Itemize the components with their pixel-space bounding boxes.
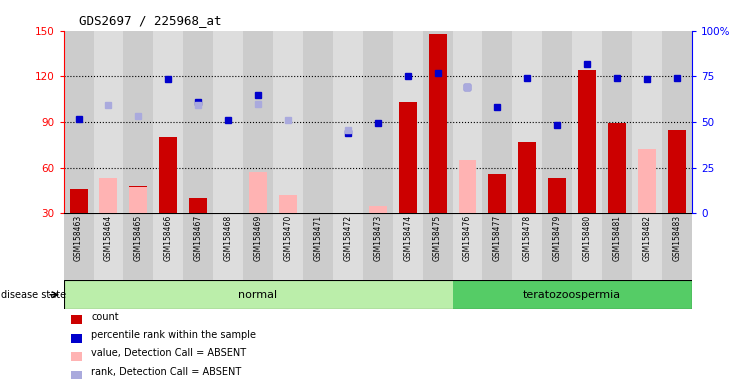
- Text: disease state: disease state: [1, 290, 67, 300]
- Bar: [333, 31, 363, 213]
- Bar: [303, 213, 333, 280]
- Text: GSM158466: GSM158466: [164, 215, 173, 262]
- Bar: [602, 213, 632, 280]
- Bar: [429, 34, 447, 213]
- Bar: [668, 129, 686, 213]
- Bar: [213, 213, 243, 280]
- Bar: [123, 31, 153, 213]
- Text: GSM158480: GSM158480: [583, 215, 592, 261]
- Bar: [303, 31, 333, 213]
- Text: GSM158481: GSM158481: [613, 215, 622, 261]
- Text: GSM158470: GSM158470: [283, 215, 292, 262]
- Text: GSM158468: GSM158468: [224, 215, 233, 261]
- Bar: [153, 213, 183, 280]
- Bar: [189, 198, 207, 213]
- Bar: [399, 102, 417, 213]
- Bar: [99, 178, 117, 213]
- Bar: [512, 31, 542, 213]
- Bar: [638, 149, 656, 213]
- Bar: [94, 213, 123, 280]
- Bar: [542, 213, 572, 280]
- Bar: [129, 187, 147, 213]
- Text: percentile rank within the sample: percentile rank within the sample: [91, 330, 257, 340]
- Text: GSM158477: GSM158477: [493, 215, 502, 262]
- Text: GSM158476: GSM158476: [463, 215, 472, 262]
- Text: GSM158473: GSM158473: [373, 215, 382, 262]
- Text: GSM158463: GSM158463: [74, 215, 83, 262]
- Bar: [662, 31, 692, 213]
- Bar: [423, 213, 453, 280]
- Bar: [64, 280, 453, 309]
- Bar: [94, 31, 123, 213]
- Bar: [273, 213, 303, 280]
- Bar: [482, 213, 512, 280]
- Bar: [453, 280, 692, 309]
- Text: GSM158471: GSM158471: [313, 215, 322, 261]
- Bar: [369, 205, 387, 213]
- Bar: [423, 31, 453, 213]
- Text: value, Detection Call = ABSENT: value, Detection Call = ABSENT: [91, 348, 246, 358]
- Bar: [488, 174, 506, 213]
- Bar: [64, 31, 94, 213]
- Text: GSM158469: GSM158469: [254, 215, 263, 262]
- Bar: [482, 31, 512, 213]
- Bar: [572, 213, 602, 280]
- Bar: [512, 213, 542, 280]
- Bar: [578, 70, 596, 213]
- Bar: [183, 31, 213, 213]
- Text: normal: normal: [239, 290, 278, 300]
- Bar: [662, 213, 692, 280]
- Text: GSM158483: GSM158483: [672, 215, 681, 261]
- Text: GSM158475: GSM158475: [433, 215, 442, 262]
- Text: GDS2697 / 225968_at: GDS2697 / 225968_at: [79, 14, 221, 27]
- Bar: [243, 213, 273, 280]
- Bar: [459, 160, 476, 213]
- Text: GSM158482: GSM158482: [643, 215, 652, 261]
- Bar: [363, 213, 393, 280]
- Bar: [548, 178, 566, 213]
- Bar: [123, 213, 153, 280]
- Text: GSM158474: GSM158474: [403, 215, 412, 262]
- Bar: [393, 213, 423, 280]
- Bar: [453, 31, 482, 213]
- Text: GSM158478: GSM158478: [523, 215, 532, 261]
- Bar: [632, 31, 662, 213]
- Bar: [393, 31, 423, 213]
- Bar: [279, 205, 297, 213]
- Bar: [542, 31, 572, 213]
- Bar: [64, 213, 94, 280]
- Text: teratozoospermia: teratozoospermia: [523, 290, 622, 300]
- Bar: [333, 213, 363, 280]
- Bar: [213, 31, 243, 213]
- Bar: [243, 31, 273, 213]
- Text: GSM158464: GSM158464: [104, 215, 113, 262]
- Bar: [249, 172, 267, 213]
- Bar: [363, 31, 393, 213]
- Bar: [129, 186, 147, 213]
- Bar: [70, 189, 88, 213]
- Text: count: count: [91, 311, 119, 321]
- Bar: [453, 213, 482, 280]
- Bar: [279, 195, 297, 213]
- Bar: [608, 123, 626, 213]
- Bar: [602, 31, 632, 213]
- Text: rank, Detection Call = ABSENT: rank, Detection Call = ABSENT: [91, 367, 242, 377]
- Text: GSM158465: GSM158465: [134, 215, 143, 262]
- Bar: [153, 31, 183, 213]
- Bar: [273, 31, 303, 213]
- Bar: [183, 213, 213, 280]
- Text: GSM158472: GSM158472: [343, 215, 352, 261]
- Bar: [518, 142, 536, 213]
- Bar: [632, 213, 662, 280]
- Bar: [572, 31, 602, 213]
- Bar: [159, 137, 177, 213]
- Text: GSM158467: GSM158467: [194, 215, 203, 262]
- Text: GSM158479: GSM158479: [553, 215, 562, 262]
